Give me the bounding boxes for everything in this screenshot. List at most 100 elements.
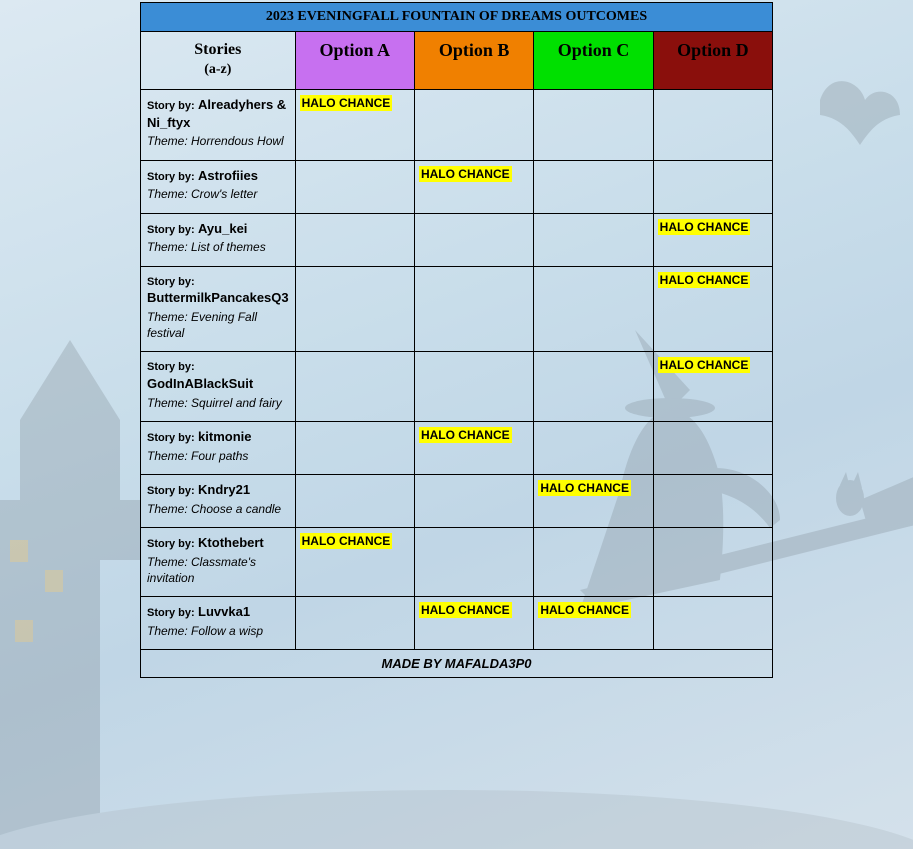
halo-chance-badge: HALO CHANCE	[300, 95, 393, 111]
story-theme: Theme: List of themes	[147, 239, 289, 255]
halo-chance-badge: HALO CHANCE	[658, 219, 751, 235]
table-row: Story by: kitmonie Theme: Four paths HALO …	[141, 421, 773, 474]
halo-chance-badge: HALO CHANCE	[538, 602, 631, 618]
story-by-label: Story by:	[147, 100, 195, 112]
story-cell: Story by: GodInABlackSuit Theme: Squirrel…	[141, 352, 296, 422]
table-footer: MADE BY MAFALDA3P0	[141, 650, 773, 678]
story-author: Luvvka1	[198, 604, 250, 619]
story-cell: Story by: ButtermilkPancakesQ3 Theme: Eve…	[141, 266, 296, 352]
table-row: Story by: Ktothebert Theme: Classmate's i…	[141, 528, 773, 597]
story-author: Astrofiies	[198, 168, 258, 183]
table-title: 2023 EVENINGFALL FOUNTAIN OF DREAMS OUTC…	[141, 3, 773, 32]
option-cell: HALO CHANCE	[414, 421, 533, 474]
story-by-label: Story by:	[147, 361, 195, 373]
option-cell: HALO CHANCE	[414, 597, 533, 650]
story-by-label: Story by:	[147, 276, 195, 288]
option-cell	[295, 475, 414, 528]
option-cell: HALO CHANCE	[653, 352, 772, 422]
table-row: Story by: Astrofiies Theme: Crow's letter…	[141, 160, 773, 213]
column-header-stories: Stories (a-z)	[141, 32, 296, 90]
option-cell	[534, 213, 653, 266]
halo-chance-badge: HALO CHANCE	[300, 533, 393, 549]
option-cell	[534, 352, 653, 422]
option-cell	[534, 266, 653, 352]
halo-chance-badge: HALO CHANCE	[419, 166, 512, 182]
option-cell: HALO CHANCE	[534, 475, 653, 528]
story-cell: Story by: Alreadyhers & Ni_ftyxTheme: Ho…	[141, 89, 296, 160]
option-cell	[295, 160, 414, 213]
option-cell	[534, 89, 653, 160]
option-cell	[414, 213, 533, 266]
story-theme: Theme: Follow a wisp	[147, 623, 289, 639]
story-by-label: Story by:	[147, 538, 195, 550]
story-cell: Story by: kitmonie Theme: Four paths	[141, 421, 296, 474]
story-theme: Theme: Squirrel and fairy	[147, 395, 289, 411]
halo-chance-badge: HALO CHANCE	[419, 602, 512, 618]
story-theme: Theme: Choose a candle	[147, 501, 289, 517]
option-cell: HALO CHANCE	[414, 160, 533, 213]
story-cell: Story by: Ayu_kei Theme: List of themes	[141, 213, 296, 266]
halo-chance-badge: HALO CHANCE	[538, 480, 631, 496]
column-header-option-a: Option A	[295, 32, 414, 90]
option-cell	[414, 89, 533, 160]
option-cell	[295, 352, 414, 422]
halo-chance-badge: HALO CHANCE	[658, 357, 751, 373]
option-cell: HALO CHANCE	[653, 266, 772, 352]
option-cell	[653, 528, 772, 597]
story-author: ButtermilkPancakesQ3	[147, 290, 289, 305]
story-by-label: Story by:	[147, 432, 195, 444]
story-cell: Story by: Astrofiies Theme: Crow's letter	[141, 160, 296, 213]
story-by-label: Story by:	[147, 607, 195, 619]
story-by-label: Story by:	[147, 224, 195, 236]
story-by-label: Story by:	[147, 485, 195, 497]
story-cell: Story by: Ktothebert Theme: Classmate's i…	[141, 528, 296, 597]
option-cell	[534, 160, 653, 213]
option-cell	[653, 597, 772, 650]
story-by-label: Story by:	[147, 171, 195, 183]
story-cell: Story by: Kndry21 Theme: Choose a candle	[141, 475, 296, 528]
option-cell	[295, 597, 414, 650]
outcomes-table: 2023 EVENINGFALL FOUNTAIN OF DREAMS OUTC…	[140, 2, 773, 678]
option-cell	[534, 421, 653, 474]
option-cell	[653, 421, 772, 474]
option-cell: HALO CHANCE	[653, 213, 772, 266]
table-row: Story by: GodInABlackSuit Theme: Squirrel…	[141, 352, 773, 422]
stories-label: Stories	[194, 41, 241, 58]
option-cell	[534, 528, 653, 597]
table-row: Story by: Luvvka1 Theme: Follow a wisp HAL…	[141, 597, 773, 650]
story-theme: Theme: Evening Fall festival	[147, 309, 289, 341]
column-header-option-b: Option B	[414, 32, 533, 90]
option-cell: HALO CHANCE	[534, 597, 653, 650]
table-row: Story by: Alreadyhers & Ni_ftyxTheme: Ho…	[141, 89, 773, 160]
story-theme: Theme: Horrendous Howl	[147, 133, 289, 149]
stories-sub: (a-z)	[145, 61, 291, 79]
option-cell	[295, 213, 414, 266]
option-cell	[414, 475, 533, 528]
option-cell: HALO CHANCE	[295, 528, 414, 597]
column-header-option-d: Option D	[653, 32, 772, 90]
story-author: Kndry21	[198, 482, 250, 497]
table-row: Story by: Ayu_kei Theme: List of themes HA…	[141, 213, 773, 266]
option-cell	[653, 475, 772, 528]
halo-chance-badge: HALO CHANCE	[419, 427, 512, 443]
option-cell	[414, 266, 533, 352]
story-theme: Theme: Crow's letter	[147, 186, 289, 202]
story-cell: Story by: Luvvka1 Theme: Follow a wisp	[141, 597, 296, 650]
option-cell	[295, 421, 414, 474]
option-cell	[414, 528, 533, 597]
story-author: GodInABlackSuit	[147, 376, 253, 391]
story-theme: Theme: Classmate's invitation	[147, 554, 289, 586]
option-cell	[414, 352, 533, 422]
story-theme: Theme: Four paths	[147, 448, 289, 464]
option-cell: HALO CHANCE	[295, 89, 414, 160]
option-cell	[295, 266, 414, 352]
option-cell	[653, 160, 772, 213]
story-author: kitmonie	[198, 429, 251, 444]
table-row: Story by: Kndry21 Theme: Choose a candle H…	[141, 475, 773, 528]
option-cell	[653, 89, 772, 160]
column-header-option-c: Option C	[534, 32, 653, 90]
story-author: Ayu_kei	[198, 221, 247, 236]
story-author: Ktothebert	[198, 535, 264, 550]
table-row: Story by: ButtermilkPancakesQ3 Theme: Eve…	[141, 266, 773, 352]
halo-chance-badge: HALO CHANCE	[658, 272, 751, 288]
